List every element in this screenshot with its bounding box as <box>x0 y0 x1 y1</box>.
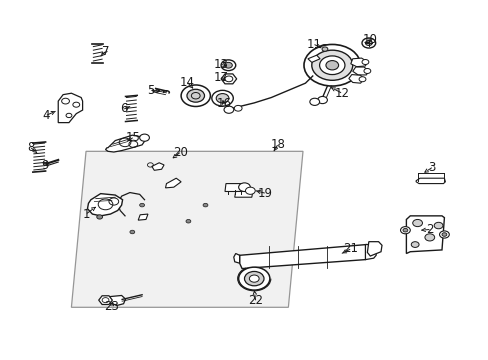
Polygon shape <box>352 67 368 75</box>
Polygon shape <box>365 244 375 260</box>
Text: 11: 11 <box>306 38 321 51</box>
Polygon shape <box>224 184 245 192</box>
Circle shape <box>319 45 330 53</box>
Polygon shape <box>239 244 369 269</box>
Text: 1: 1 <box>82 208 90 221</box>
Circle shape <box>97 215 102 219</box>
Circle shape <box>325 60 338 70</box>
Text: 19: 19 <box>258 187 272 200</box>
Text: 4: 4 <box>42 109 50 122</box>
Polygon shape <box>406 216 444 253</box>
Circle shape <box>238 267 269 290</box>
Circle shape <box>245 187 255 194</box>
Text: 3: 3 <box>427 161 435 174</box>
Circle shape <box>244 271 264 286</box>
Text: 14: 14 <box>180 76 195 89</box>
Circle shape <box>361 38 375 48</box>
Text: 8: 8 <box>27 141 35 154</box>
Circle shape <box>410 242 418 247</box>
Circle shape <box>317 96 327 104</box>
Circle shape <box>309 98 319 105</box>
Circle shape <box>203 203 207 207</box>
Text: 10: 10 <box>362 33 377 46</box>
Polygon shape <box>165 178 181 188</box>
Circle shape <box>441 233 446 236</box>
Circle shape <box>311 50 352 80</box>
Circle shape <box>249 275 259 282</box>
Circle shape <box>221 60 235 71</box>
Polygon shape <box>152 163 163 170</box>
Polygon shape <box>233 253 239 263</box>
Polygon shape <box>110 296 125 306</box>
Circle shape <box>211 90 233 106</box>
Circle shape <box>234 105 242 111</box>
Circle shape <box>363 68 370 73</box>
Text: 2: 2 <box>425 223 433 236</box>
Circle shape <box>361 59 368 64</box>
Polygon shape <box>221 74 236 84</box>
Polygon shape <box>234 192 252 197</box>
Circle shape <box>319 56 344 75</box>
Circle shape <box>439 231 448 238</box>
Circle shape <box>424 234 434 241</box>
Circle shape <box>433 222 442 229</box>
Circle shape <box>216 94 228 103</box>
Polygon shape <box>138 214 148 220</box>
Polygon shape <box>348 75 363 83</box>
Circle shape <box>365 41 371 45</box>
Text: 13: 13 <box>214 58 228 71</box>
Circle shape <box>181 85 210 107</box>
Text: 16: 16 <box>216 98 231 111</box>
Polygon shape <box>366 242 381 256</box>
Circle shape <box>140 203 144 207</box>
Polygon shape <box>350 58 366 67</box>
Text: 18: 18 <box>270 138 285 151</box>
Text: 20: 20 <box>172 146 187 159</box>
Text: 15: 15 <box>125 131 140 144</box>
Text: 22: 22 <box>248 294 263 307</box>
Text: 17: 17 <box>214 71 228 84</box>
Circle shape <box>224 62 232 68</box>
Circle shape <box>412 220 422 226</box>
Circle shape <box>402 228 407 232</box>
Circle shape <box>186 89 204 102</box>
Polygon shape <box>99 296 112 305</box>
Text: 23: 23 <box>104 300 119 313</box>
Polygon shape <box>105 135 144 152</box>
Circle shape <box>322 47 327 51</box>
Circle shape <box>358 77 365 82</box>
Polygon shape <box>58 93 82 123</box>
Circle shape <box>130 230 135 234</box>
Text: 12: 12 <box>334 87 349 100</box>
Circle shape <box>400 226 409 234</box>
Circle shape <box>304 44 360 86</box>
Circle shape <box>224 106 233 113</box>
Polygon shape <box>71 151 303 307</box>
Polygon shape <box>307 55 320 62</box>
Circle shape <box>185 220 190 223</box>
Text: 21: 21 <box>343 242 358 255</box>
Polygon shape <box>415 178 445 184</box>
Text: 9: 9 <box>41 159 48 172</box>
Circle shape <box>140 134 149 141</box>
Text: 7: 7 <box>102 45 109 58</box>
Text: 6: 6 <box>120 103 127 116</box>
Polygon shape <box>87 194 122 216</box>
Text: 5: 5 <box>147 84 154 97</box>
Circle shape <box>238 183 250 192</box>
